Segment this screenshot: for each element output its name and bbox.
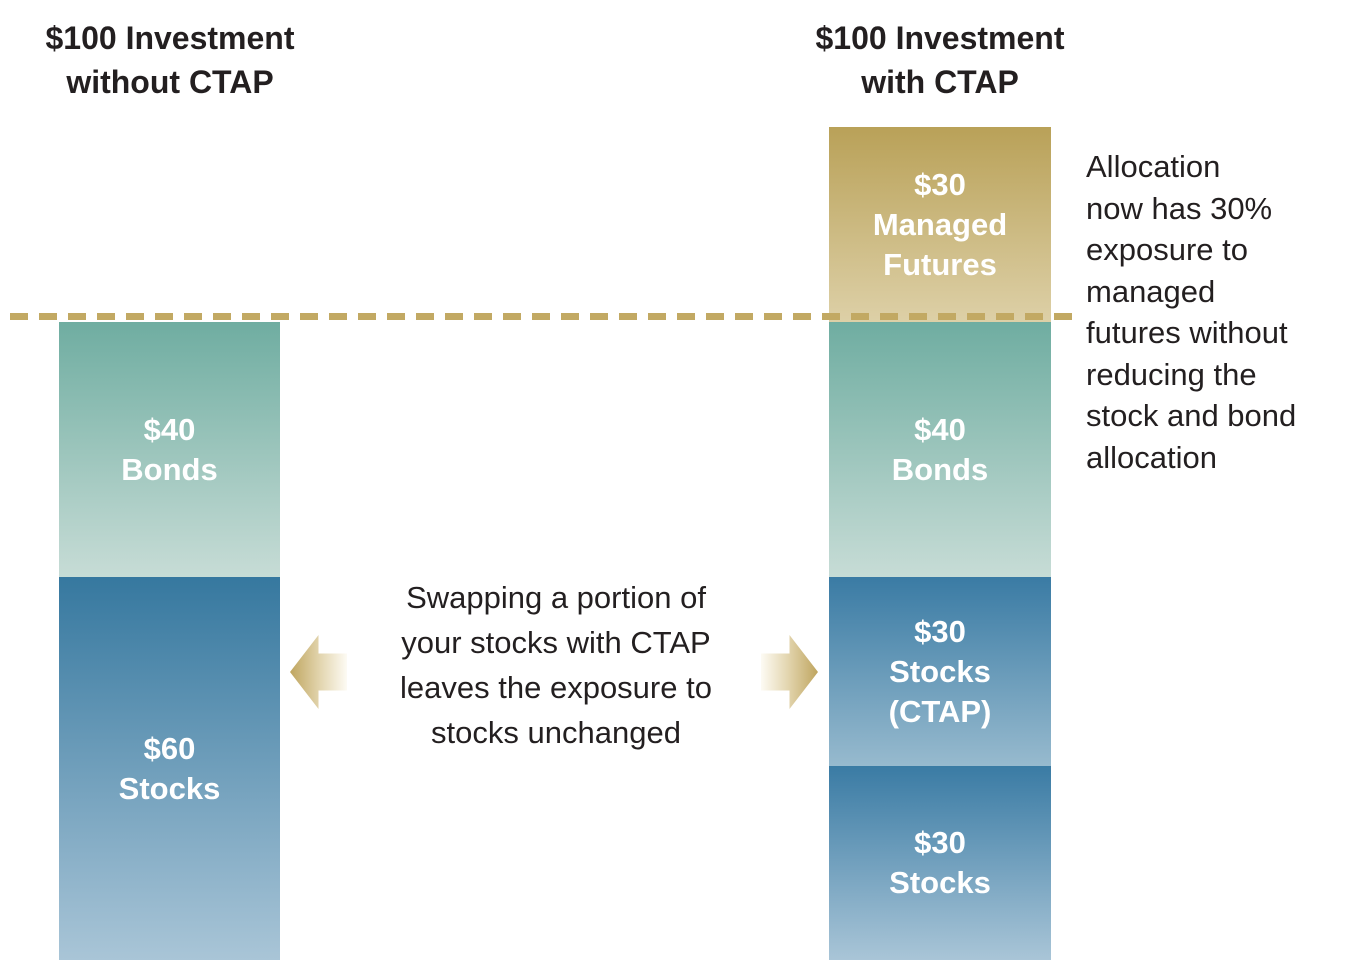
- bar-segment-stocks-ctap-with-ctap: $30 Stocks (CTAP): [829, 577, 1051, 766]
- segment-label-managed-futures: $30 Managed Futures: [872, 166, 1008, 282]
- segment-label-bonds: $40 Bonds: [121, 411, 218, 487]
- segment-label-stocks-ctap: $30 Stocks (CTAP): [888, 613, 992, 729]
- bar-segment-stocks-without-ctap: $60 Stocks: [59, 577, 280, 960]
- left-chart-title: $100 Investment without CTAP: [45, 20, 295, 100]
- reference-line-100-dollars: [10, 313, 1074, 320]
- segment-label-stocks: $30 Stocks: [889, 825, 991, 900]
- swap-explanation-note: Swapping a portion of your stocks with C…: [400, 580, 712, 750]
- bar-segment-bonds-with-ctap: $40 Bonds: [829, 322, 1051, 577]
- bar-segment-stocks-with-ctap: $30 Stocks: [829, 766, 1051, 960]
- segment-label-stocks: $60 Stocks: [118, 730, 221, 806]
- segment-label-bonds: $40 Bonds: [891, 411, 989, 487]
- right-chart-title: $100 Investment with CTAP: [815, 20, 1065, 100]
- bar-segment-managed-futures-with-ctap: $30 Managed Futures: [829, 127, 1051, 322]
- allocation-exposure-note: Allocation now has 30% exposure to manag…: [1086, 149, 1297, 475]
- bar-segment-bonds-without-ctap: $40 Bonds: [59, 322, 280, 577]
